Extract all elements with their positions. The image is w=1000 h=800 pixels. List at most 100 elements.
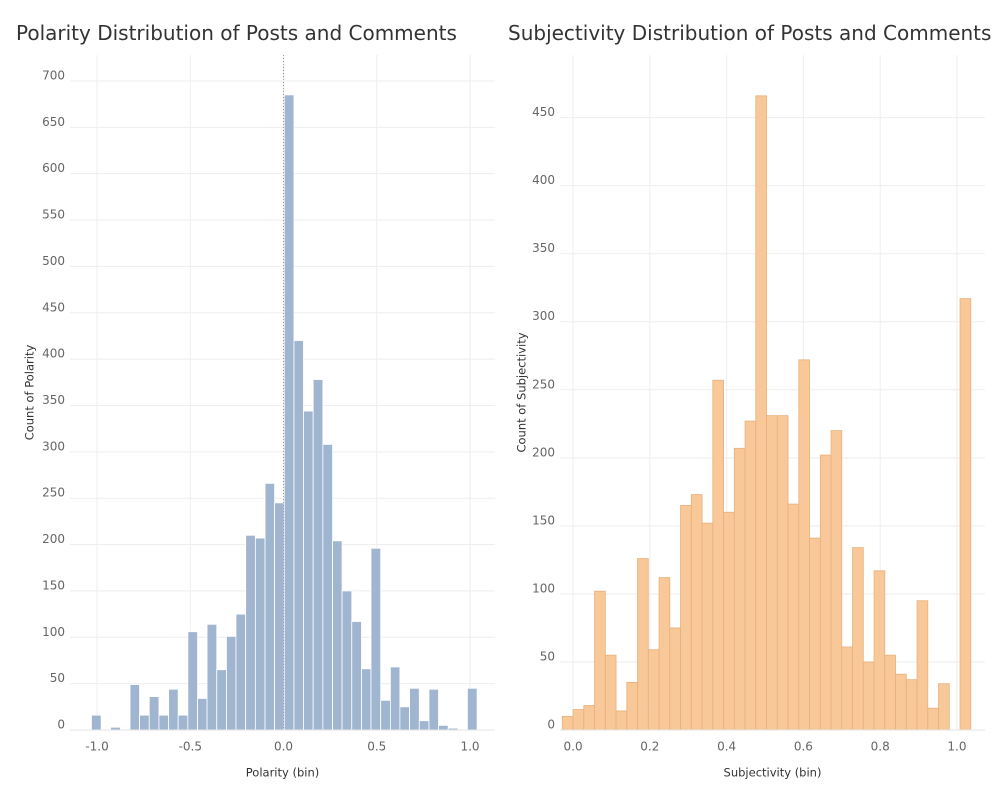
bar (226, 635, 237, 731)
bar (322, 444, 333, 731)
bar (776, 415, 789, 731)
y-tick-label: 100 (42, 625, 65, 639)
bar (615, 710, 628, 731)
y-tick-label: 150 (532, 513, 555, 527)
bar (158, 714, 170, 731)
bar (647, 649, 660, 731)
y-tick-label: 450 (532, 105, 555, 119)
bar (332, 540, 343, 731)
y-tick-label: 600 (42, 161, 65, 175)
y-tick-label: 500 (42, 254, 65, 268)
x-tick-label: 0.8 (871, 740, 890, 754)
bar (264, 482, 275, 731)
bar (438, 724, 449, 731)
x-tick-label: 1.0 (947, 740, 966, 754)
bar (254, 537, 266, 731)
x-tick-label: 0.2 (640, 740, 659, 754)
y-tick-label: 700 (42, 68, 65, 82)
bar (798, 359, 810, 731)
y-tick-label: 650 (42, 115, 65, 129)
bar (927, 707, 939, 731)
bar (467, 687, 478, 731)
bar (148, 696, 160, 731)
y-tick-label: 350 (42, 393, 65, 407)
bar (690, 494, 703, 731)
bar (852, 547, 864, 731)
y-tick-label: 250 (532, 377, 555, 391)
y-tick-label: 50 (540, 649, 555, 663)
bar (841, 646, 853, 731)
bar (680, 505, 692, 731)
y-tick-label: 400 (532, 173, 555, 187)
y-axis-label: Count of Subjectivity (515, 332, 529, 452)
bar (312, 379, 324, 731)
bar (905, 679, 918, 731)
bar (341, 590, 353, 731)
bar (884, 654, 896, 731)
y-tick-label: 50 (50, 671, 65, 685)
bar (206, 623, 218, 731)
y-tick-label: 200 (532, 445, 555, 459)
bar (235, 613, 247, 731)
y-tick-label: 100 (532, 581, 555, 595)
y-tick-label: 200 (42, 532, 65, 546)
x-tick-label: 0.5 (367, 740, 386, 754)
chart-title: Subjectivity Distribution of Posts and C… (508, 21, 991, 45)
x-tick-label: 1.0 (460, 740, 479, 754)
bar (216, 669, 227, 731)
bar (594, 590, 606, 731)
x-axis-label: Polarity (bin) (246, 766, 319, 780)
bar (766, 415, 778, 731)
x-tick-label: -1.0 (85, 740, 108, 754)
bar (637, 558, 649, 731)
bar (351, 621, 362, 731)
bar (604, 654, 617, 731)
bar (418, 720, 430, 731)
bar (428, 688, 439, 731)
x-tick-label: -0.5 (179, 740, 202, 754)
x-tick-label: 0.4 (717, 740, 736, 754)
bar (283, 94, 295, 731)
bar (787, 503, 800, 731)
y-tick-label: 300 (42, 439, 65, 453)
bar (862, 661, 875, 731)
bar (583, 705, 595, 731)
bar (274, 502, 285, 731)
y-tick-label: 0 (57, 718, 65, 732)
bar (819, 454, 832, 731)
y-tick-label: 300 (532, 309, 555, 323)
bar (129, 684, 140, 731)
y-tick-label: 250 (42, 486, 65, 500)
bar (723, 511, 735, 731)
bar (626, 681, 638, 731)
bar (168, 688, 179, 731)
x-tick-label: 0.6 (794, 740, 813, 754)
bar (303, 410, 314, 731)
bar (370, 547, 382, 731)
bar (959, 298, 972, 731)
bar (701, 522, 714, 731)
y-axis-label: Count of Polarity (23, 345, 37, 441)
bar (938, 683, 950, 731)
bar (755, 95, 767, 731)
y-tick-label: 0 (547, 718, 555, 732)
bar (91, 714, 102, 731)
bar (712, 379, 724, 731)
bar (916, 600, 929, 731)
bar (809, 537, 821, 731)
bar (830, 430, 843, 731)
bar (139, 714, 150, 731)
bar (744, 420, 757, 731)
x-tick-label: 0.0 (564, 740, 583, 754)
bar (293, 340, 304, 731)
bar (873, 570, 886, 731)
bar (669, 627, 681, 731)
bar (177, 714, 189, 731)
y-tick-label: 150 (42, 578, 65, 592)
bar (187, 631, 198, 731)
bar (658, 577, 671, 731)
x-axis-label: Subjectivity (bin) (724, 766, 822, 780)
bar (389, 666, 401, 731)
bar (197, 698, 208, 731)
y-tick-label: 450 (42, 300, 65, 314)
